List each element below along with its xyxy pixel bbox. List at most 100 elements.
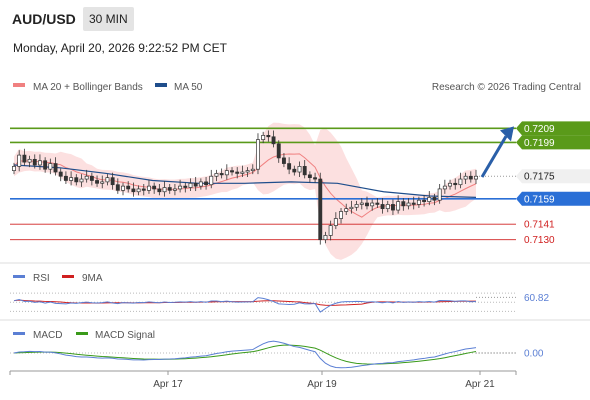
candle bbox=[437, 184, 442, 204]
x-tick-label: Apr 19 bbox=[307, 379, 337, 390]
candle bbox=[323, 231, 328, 244]
rsi-signal-legend-label: 9MA bbox=[82, 273, 103, 284]
candle bbox=[287, 157, 292, 175]
candle-body bbox=[453, 182, 458, 186]
candle-body bbox=[313, 177, 318, 180]
candle-body bbox=[380, 204, 385, 210]
ma20-legend-swatch bbox=[13, 83, 25, 87]
candle bbox=[302, 160, 307, 179]
candle-body bbox=[38, 160, 42, 166]
candle-body bbox=[318, 178, 323, 241]
candle-body bbox=[136, 188, 141, 193]
candle-body bbox=[89, 175, 94, 181]
candle-body bbox=[63, 175, 68, 181]
candle bbox=[198, 178, 203, 190]
candle bbox=[297, 161, 302, 177]
candle bbox=[74, 174, 79, 186]
candle bbox=[69, 171, 74, 186]
candle-body bbox=[427, 197, 432, 202]
candle-body bbox=[344, 208, 349, 212]
candle bbox=[48, 158, 53, 175]
candle bbox=[204, 176, 209, 190]
candle bbox=[126, 181, 131, 193]
candle-body bbox=[458, 178, 463, 186]
candle bbox=[333, 212, 338, 230]
candle bbox=[370, 199, 375, 211]
candle-body bbox=[58, 171, 63, 177]
candle-body bbox=[167, 187, 172, 191]
candle bbox=[380, 198, 385, 214]
candle-body bbox=[162, 187, 167, 193]
candle-body bbox=[110, 177, 115, 186]
candle-body bbox=[474, 175, 478, 180]
candle bbox=[359, 198, 364, 210]
candle bbox=[27, 155, 32, 168]
candle bbox=[406, 198, 411, 210]
candle-body bbox=[157, 188, 162, 193]
rsi-legend-swatch bbox=[13, 275, 25, 278]
candle bbox=[167, 184, 172, 194]
timeframe-badge[interactable]: 30 MIN bbox=[83, 7, 134, 31]
level-label: 0.7159 bbox=[524, 194, 555, 205]
candle-body bbox=[287, 163, 292, 170]
candle-body bbox=[339, 211, 343, 219]
candle bbox=[178, 179, 183, 193]
candle bbox=[214, 169, 219, 182]
ma50-path bbox=[13, 164, 477, 198]
candle bbox=[95, 175, 100, 187]
candle bbox=[339, 207, 343, 224]
candle bbox=[453, 178, 458, 190]
macd-signal-legend-label: MACD Signal bbox=[95, 330, 155, 341]
candle-body bbox=[240, 171, 245, 174]
candle-body bbox=[235, 171, 240, 174]
candle bbox=[344, 203, 349, 216]
candle-body bbox=[172, 188, 177, 191]
candle-body bbox=[22, 154, 27, 163]
candle-body bbox=[302, 166, 307, 176]
candle bbox=[79, 174, 84, 187]
candle-body bbox=[74, 177, 79, 183]
candle-body bbox=[292, 168, 297, 173]
level-tag bbox=[516, 169, 590, 184]
candle bbox=[240, 165, 245, 177]
candle bbox=[230, 167, 234, 176]
candle-body bbox=[256, 139, 260, 170]
candle-body bbox=[183, 185, 188, 188]
candle-body bbox=[204, 181, 209, 186]
candle-body bbox=[261, 135, 266, 140]
candle bbox=[22, 148, 27, 166]
x-tick-label: Apr 21 bbox=[465, 379, 495, 390]
candle bbox=[110, 172, 115, 190]
candle-body bbox=[396, 201, 401, 211]
candle bbox=[271, 130, 276, 148]
candle-body bbox=[333, 218, 338, 226]
macd-legend-label: MACD bbox=[33, 330, 62, 341]
candle bbox=[463, 172, 468, 184]
candle-body bbox=[121, 185, 125, 191]
level-label: 0.7141 bbox=[524, 220, 555, 231]
candle-body bbox=[432, 197, 437, 201]
candle bbox=[422, 195, 427, 207]
candle bbox=[416, 196, 421, 208]
candle bbox=[365, 196, 369, 210]
level-label: 0.7130 bbox=[524, 235, 555, 246]
candle bbox=[162, 181, 167, 197]
macd-pane: 0.00 bbox=[10, 340, 544, 369]
level-label: 0.7209 bbox=[524, 124, 555, 135]
rsi-value-label: 60.82 bbox=[524, 293, 549, 304]
candle bbox=[474, 169, 478, 184]
candle bbox=[131, 182, 136, 197]
candle bbox=[219, 168, 224, 179]
candle-body bbox=[188, 182, 193, 188]
candle-body bbox=[84, 175, 89, 180]
candle bbox=[141, 184, 146, 196]
candle-body bbox=[323, 235, 328, 241]
candle bbox=[100, 175, 105, 189]
symbol-title: AUD/USD bbox=[12, 11, 76, 27]
candle-body bbox=[12, 166, 16, 171]
candle bbox=[12, 162, 16, 175]
candle bbox=[245, 167, 250, 177]
candle bbox=[115, 178, 120, 194]
bollinger-fill bbox=[14, 122, 476, 260]
